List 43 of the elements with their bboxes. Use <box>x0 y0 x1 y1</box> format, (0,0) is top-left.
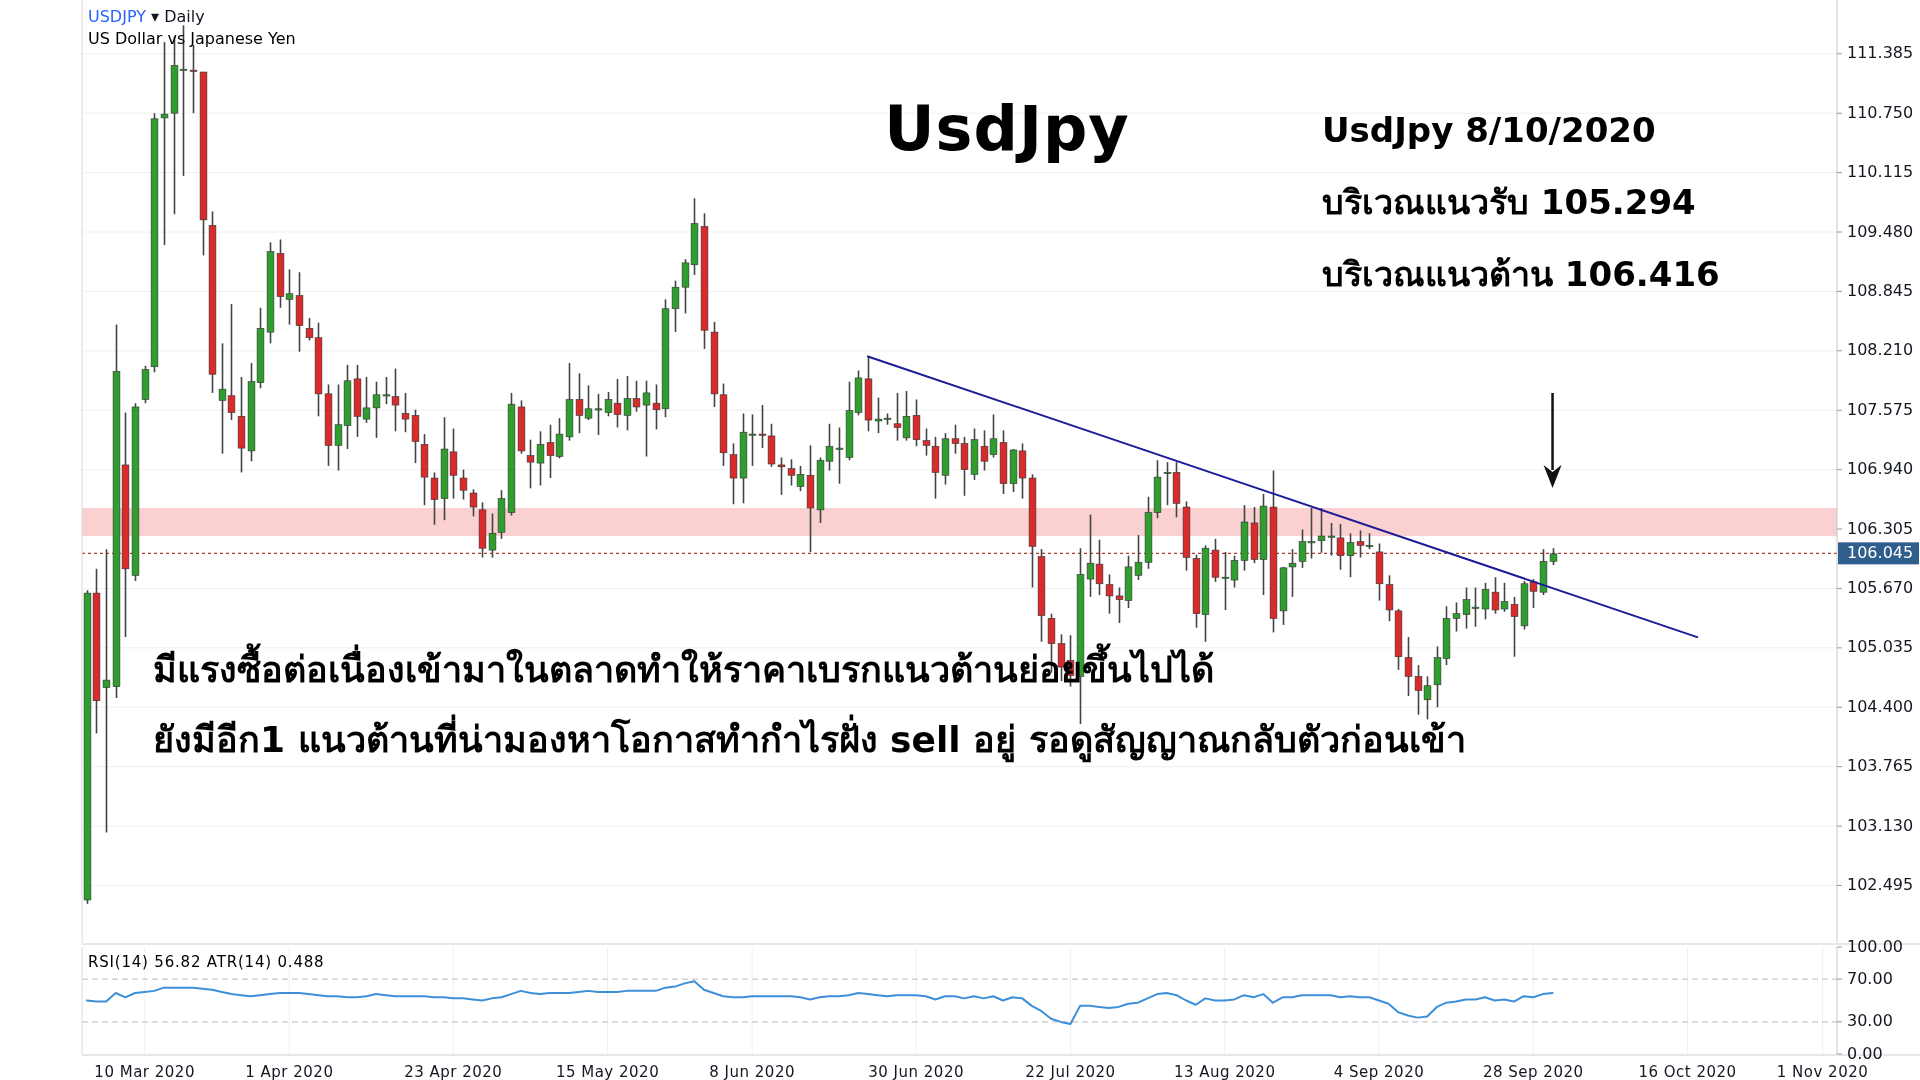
x-tick-label: 23 Apr 2020 <box>404 1062 503 1080</box>
x-tick-label: 16 Oct 2020 <box>1638 1062 1737 1080</box>
x-tick-label: 28 Sep 2020 <box>1482 1062 1584 1080</box>
annotation: บริเวณแนวรับ 105.294 <box>1322 182 1696 222</box>
y-tick-label: 109.480 <box>1847 221 1914 241</box>
y-tick-label: 110.750 <box>1847 102 1914 122</box>
y-tick-label: 110.115 <box>1847 162 1914 182</box>
x-tick-label: 1 Nov 2020 <box>1776 1062 1869 1080</box>
x-tick-label: 1 Apr 2020 <box>245 1062 334 1080</box>
y-tick-label: 104.400 <box>1847 696 1914 716</box>
x-tick-label: 10 Mar 2020 <box>94 1062 195 1080</box>
x-tick-label: 15 May 2020 <box>555 1062 660 1080</box>
line-series <box>85 980 1554 1026</box>
y-tick-label: 70.00 <box>1847 968 1893 988</box>
y-tick-label: 108.210 <box>1847 340 1914 360</box>
ref-line-label: 106.045 <box>1847 542 1914 562</box>
y-tick-label: 0.00 <box>1847 1043 1883 1063</box>
candlestick <box>469 488 478 518</box>
annotation: บริเวณแนวต้าน 106.416 <box>1322 254 1720 294</box>
y-tick-label: 103.765 <box>1847 756 1914 776</box>
y-tick-label: 108.845 <box>1847 280 1914 300</box>
candlestick <box>459 468 468 501</box>
x-tick-label: 4 Sep 2020 <box>1333 1062 1425 1080</box>
x-tick-label: 13 Aug 2020 <box>1173 1062 1276 1080</box>
y-tick-label: 30.00 <box>1847 1011 1893 1031</box>
y-tick-label: 111.385 <box>1847 43 1914 63</box>
y-tick-label: 102.495 <box>1847 874 1914 894</box>
chart-title: RSI(14) 56.82 ATR(14) 0.488 <box>88 953 325 971</box>
y-tick-label: 106.305 <box>1847 518 1914 538</box>
y-tick-label: 106.940 <box>1847 459 1914 479</box>
y-tick-label: 107.575 <box>1847 399 1914 419</box>
candlestick <box>922 427 931 457</box>
y-tick-label: 100.00 <box>1847 936 1903 956</box>
text: UsdJpy <box>884 92 1130 165</box>
x-tick-label: 22 Jul 2020 <box>1025 1062 1116 1080</box>
x-tick-label: 30 Jun 2020 <box>868 1062 964 1080</box>
y-tick-label: 105.035 <box>1847 637 1914 657</box>
annotation: UsdJpy 8/10/2020 <box>1322 110 1656 150</box>
x-tick-label: 8 Jun 2020 <box>709 1062 796 1080</box>
y-tick-label: 105.670 <box>1847 577 1914 597</box>
y-tick-label: 103.130 <box>1847 815 1914 835</box>
annotation: ยังมีอีก1 แนวต้านที่น่ามองหาโอกาสทำกำไรฝั่ง sell อยู่ รอดูสัญญาณกลับตัวก่อนเข้า <box>153 714 1466 763</box>
annotation: USDJPY ▾ Daily <box>88 7 205 26</box>
